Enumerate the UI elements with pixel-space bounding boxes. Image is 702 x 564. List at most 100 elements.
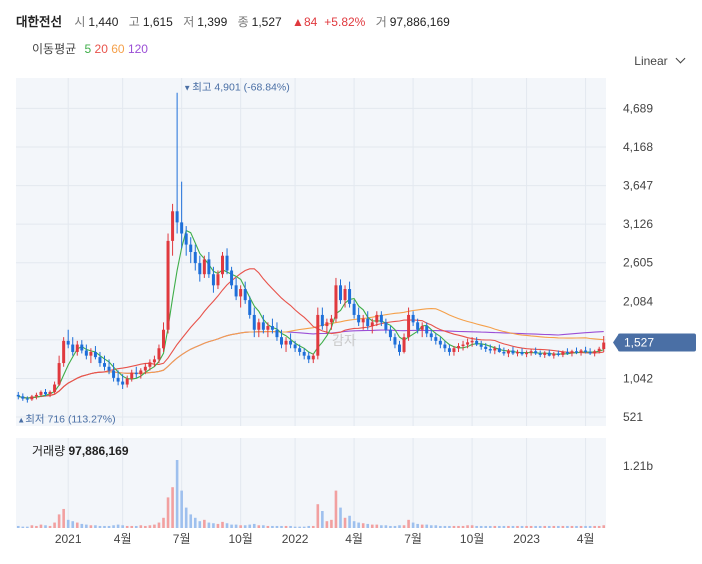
moving-average-legend[interactable]: 이동평균 5 20 60 120	[32, 40, 148, 57]
volume-bar	[44, 525, 47, 528]
volume-bar	[457, 525, 460, 528]
candle-body	[534, 351, 538, 354]
candle-body	[34, 394, 38, 397]
volume-bar	[80, 523, 84, 528]
volume-bar	[443, 525, 447, 528]
volume-bar	[266, 525, 270, 528]
candle-body	[316, 314, 320, 356]
volume-bar	[547, 525, 551, 528]
candle-body	[275, 329, 279, 338]
candle-body	[98, 357, 102, 364]
candle-body	[357, 314, 361, 323]
candle-body	[529, 351, 533, 353]
candle-body	[112, 370, 116, 378]
candle-body	[407, 314, 411, 338]
volume-bar	[35, 525, 38, 528]
volume-bar	[488, 525, 492, 528]
volume-bar	[57, 514, 61, 528]
current-price-badge: 1,527	[613, 333, 696, 352]
candle-body	[166, 240, 170, 330]
candle-body	[75, 344, 79, 352]
candle-body	[502, 351, 506, 354]
volume-bar	[71, 521, 75, 528]
candle-body	[352, 303, 356, 315]
volume-bar	[552, 525, 556, 528]
candle-body	[479, 344, 483, 347]
candle-body	[320, 314, 324, 327]
candle-body	[93, 351, 97, 358]
candle-body	[588, 351, 592, 354]
candle-body	[193, 252, 197, 264]
volume-bar	[470, 525, 474, 528]
candle-body	[30, 396, 34, 400]
candle-body	[248, 300, 252, 315]
ma60-line	[18, 308, 604, 399]
candle-body	[71, 344, 75, 352]
scale-selector[interactable]: Linear	[634, 53, 686, 68]
candle-body	[39, 391, 43, 395]
volume-bar	[293, 526, 297, 528]
volume-bar	[103, 525, 106, 528]
volume-bar	[157, 522, 161, 528]
candle-body	[579, 350, 583, 353]
candle-body	[488, 348, 492, 351]
volume-bar	[434, 525, 438, 528]
candle-body	[475, 340, 479, 345]
volume-bar	[561, 525, 565, 528]
candle-body	[484, 346, 488, 349]
volume-bar	[352, 521, 356, 528]
candle-body	[266, 326, 270, 330]
volume-bar	[257, 525, 261, 528]
volume-bar	[243, 525, 247, 528]
candle-body	[171, 211, 175, 241]
low-marker-icon: ▲	[17, 416, 25, 425]
watermark-text: 감자	[332, 333, 356, 348]
y-tick-label: 3,647	[623, 179, 653, 193]
volume-label: 거	[375, 15, 387, 29]
candle-body	[148, 362, 152, 367]
candle-body	[425, 326, 429, 334]
candle-body	[207, 259, 211, 275]
volume-bar	[529, 525, 533, 528]
volume-bar	[420, 524, 424, 528]
volume-panel-label: 거래량 97,886,169	[32, 444, 129, 458]
candle-body	[561, 351, 565, 355]
candle-body	[216, 274, 220, 286]
candle-body	[48, 391, 52, 395]
volume-bar	[452, 525, 456, 528]
candle-body	[461, 344, 465, 347]
candlesticks	[16, 92, 606, 403]
close-value: 1,527	[251, 15, 282, 29]
volume-bar	[534, 525, 537, 528]
volume-bar	[593, 525, 596, 528]
price-axis: 4,689 4,168 3,647 3,126 2,605 2,084 1,042 521	[623, 101, 653, 424]
candle-body	[130, 372, 134, 379]
ma5-legend[interactable]: 5	[84, 42, 92, 56]
candle-body	[584, 350, 588, 352]
candle-body	[289, 340, 293, 345]
candle-body	[402, 337, 406, 352]
ma120-legend[interactable]: 120	[127, 42, 148, 56]
y-tick-label: 1,042	[623, 371, 653, 385]
candle-body	[121, 381, 125, 385]
candle-body	[184, 233, 188, 245]
volume-bar	[566, 525, 569, 528]
candle-body	[416, 322, 420, 330]
volume-bar	[538, 525, 542, 528]
volume-bar	[448, 525, 451, 528]
candle-body	[398, 344, 401, 352]
candle-body	[434, 337, 438, 341]
candle-body	[493, 348, 497, 351]
change-value: 84	[303, 15, 318, 29]
candle-body	[556, 353, 560, 355]
candle-body	[511, 350, 515, 354]
candle-body	[343, 289, 347, 301]
stock-name: 대한전선	[16, 15, 63, 29]
ma20-legend[interactable]: 20	[94, 42, 108, 56]
volume-bar	[366, 523, 370, 528]
candle-body	[103, 363, 106, 367]
volume-bar	[330, 519, 333, 528]
candle-body	[252, 314, 256, 330]
ma60-legend[interactable]: 60	[111, 42, 125, 56]
